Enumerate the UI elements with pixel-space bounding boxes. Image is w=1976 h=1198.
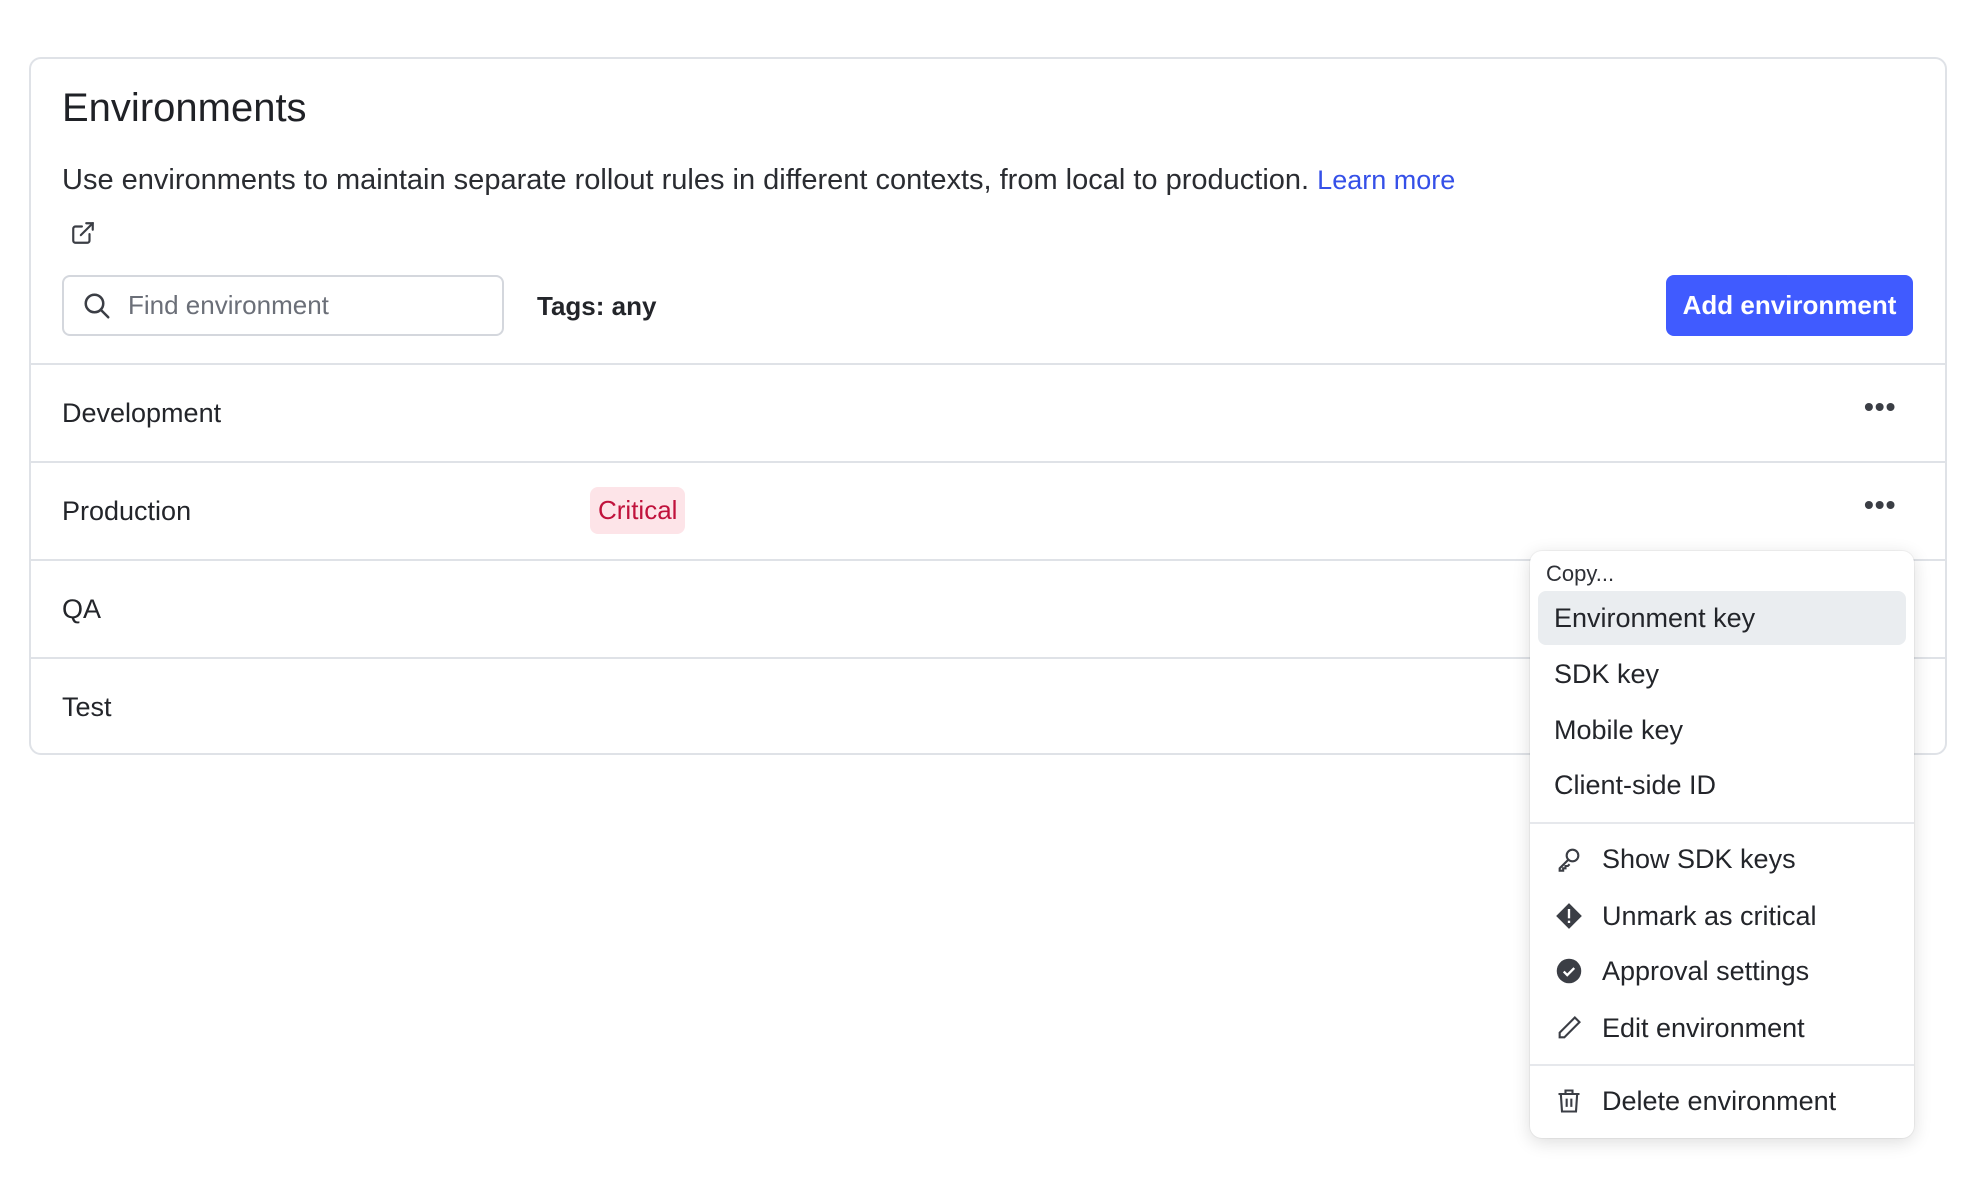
environment-actions-menu: Copy... Environment key SDK key Mobile k… (1530, 551, 1914, 1138)
page-description: Use environments to maintain separate ro… (62, 164, 1455, 197)
menu-item-approval-settings[interactable]: Approval settings (1538, 944, 1906, 998)
menu-item-label: Approval settings (1602, 955, 1810, 986)
critical-badge: Critical (590, 487, 686, 534)
menu-item-label: Unmark as critical (1602, 900, 1817, 931)
environment-row[interactable]: Production Critical ••• (29, 461, 1947, 559)
menu-divider (1530, 1064, 1914, 1066)
more-options-icon[interactable]: ••• (1864, 391, 1897, 422)
menu-item-show-sdk-keys[interactable]: Show SDK keys (1538, 832, 1906, 886)
search-input[interactable] (128, 290, 468, 321)
environment-name[interactable]: Production (62, 496, 192, 526)
menu-item-edit-environment[interactable]: Edit environment (1538, 1001, 1906, 1055)
environment-row[interactable]: Development ••• (29, 363, 1947, 461)
menu-item-copy-client-side-id[interactable]: Client-side ID (1554, 769, 1717, 800)
environment-row[interactable]: Test (29, 657, 1947, 755)
menu-divider (1530, 822, 1914, 824)
menu-item-delete-environment[interactable]: Delete environment (1538, 1074, 1906, 1128)
copy-menu-header: Copy... (1546, 561, 1615, 586)
key-icon (1554, 844, 1584, 874)
search-icon (84, 293, 110, 318)
add-environment-button[interactable]: Add environment (1666, 275, 1913, 336)
environment-name[interactable]: QA (62, 594, 102, 624)
tags-filter[interactable]: Tags: any (537, 291, 657, 321)
menu-item-label: Delete environment (1602, 1085, 1837, 1116)
menu-item-label: Show SDK keys (1602, 843, 1796, 874)
environment-row[interactable]: QA (29, 559, 1947, 657)
menu-item-label: Edit environment (1602, 1012, 1805, 1043)
page-title: Environments (62, 86, 307, 130)
search-field[interactable] (62, 275, 504, 336)
trash-icon (1554, 1086, 1584, 1116)
more-options-icon[interactable]: ••• (1864, 489, 1897, 520)
environment-name[interactable]: Development (62, 398, 222, 428)
menu-item-unmark-critical[interactable]: Unmark as critical (1538, 889, 1906, 943)
menu-item-copy-mobile-key[interactable]: Mobile key (1554, 714, 1684, 745)
environments-card (29, 57, 1947, 755)
environment-name[interactable]: Test (62, 692, 112, 722)
external-link-icon[interactable] (70, 220, 96, 246)
menu-item-copy-sdk-key[interactable]: SDK key (1554, 658, 1660, 689)
pencil-icon (1554, 1013, 1584, 1043)
warning-diamond-icon (1554, 901, 1584, 931)
learn-more-link[interactable]: Learn more (1317, 165, 1456, 195)
description-text: Use environments to maintain separate ro… (62, 164, 1310, 196)
menu-item-copy-environment-key[interactable]: Environment key (1538, 591, 1906, 645)
check-badge-icon (1554, 956, 1584, 986)
